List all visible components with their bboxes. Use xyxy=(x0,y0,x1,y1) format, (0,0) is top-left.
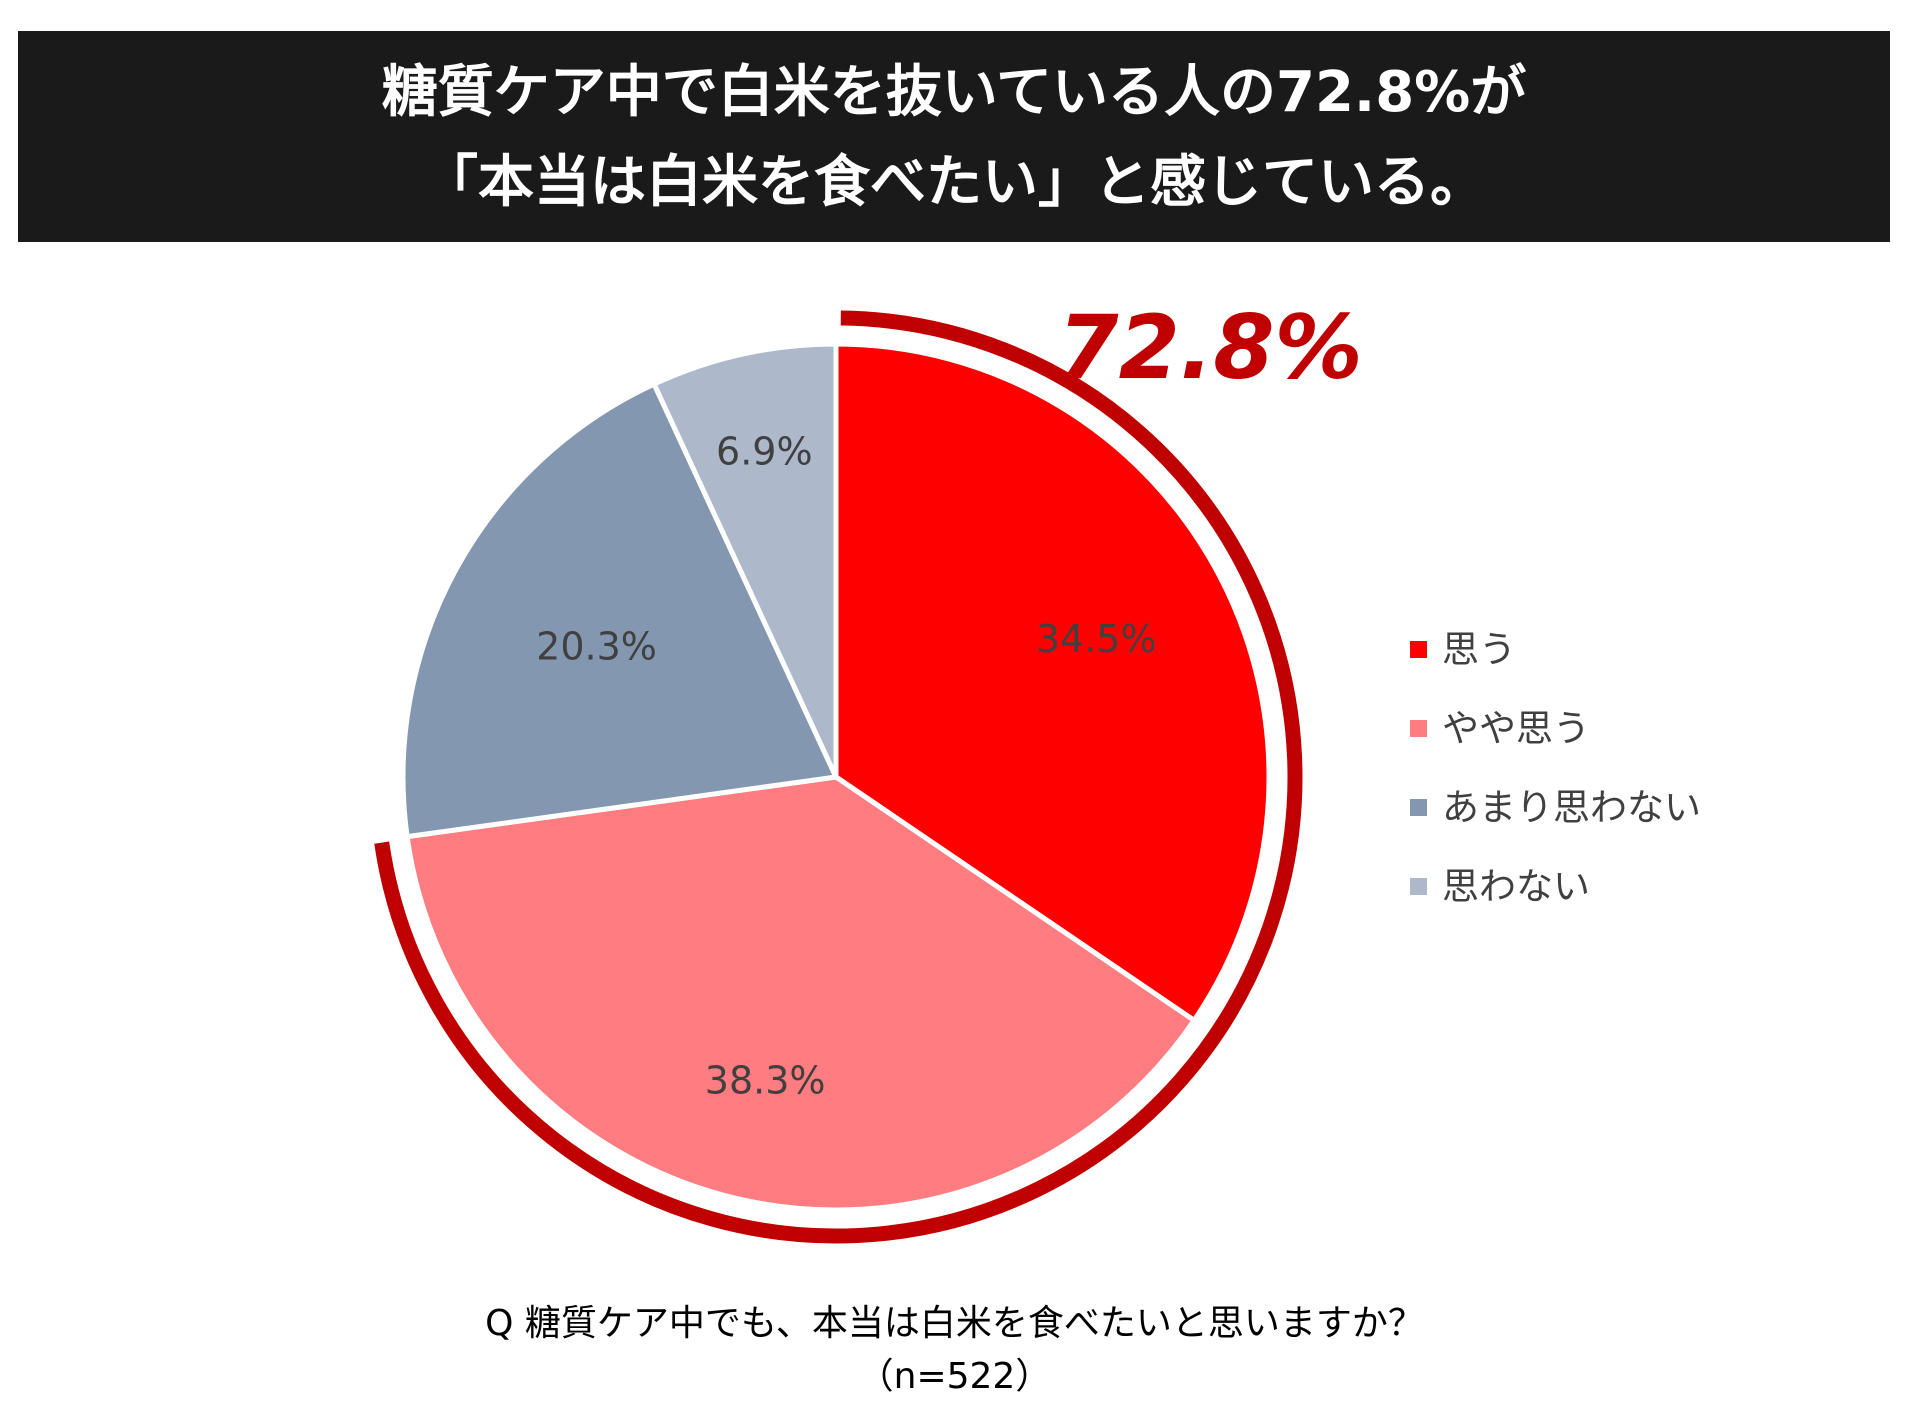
legend-label: あまり思わない xyxy=(1442,786,1701,829)
legend-label: 思わない xyxy=(1442,865,1590,908)
title-line-1: 糖質ケア中で白米を抜いている人の72.8%が xyxy=(381,60,1527,125)
legend-label: やや思う xyxy=(1442,707,1590,750)
legend-swatch xyxy=(1410,799,1427,816)
legend-swatch xyxy=(1410,878,1427,895)
legend-label: 思う xyxy=(1442,628,1516,671)
pie-slice-2 xyxy=(404,774,1197,1213)
pie-slice-4 xyxy=(651,341,839,780)
pie-slice-3 xyxy=(400,381,839,840)
legend-swatch xyxy=(1410,641,1427,658)
sample-size: （n=522） xyxy=(857,1356,1052,1397)
pie-slice-label-2: 38.3% xyxy=(705,1059,826,1103)
highlight-total-label: 72.8% xyxy=(1057,296,1362,399)
legend-swatch xyxy=(1410,720,1427,737)
title-banner: 糖質ケア中で白米を抜いている人の72.8%が 「本当は白米を食べたい」と感じてい… xyxy=(18,31,1890,242)
pie-slice-label-3: 20.3% xyxy=(536,624,657,668)
pie-slice-label-4: 6.9% xyxy=(716,429,813,473)
survey-question: Q 糖質ケア中でも、本当は白米を食べたいと思いますか？ xyxy=(485,1303,1424,1344)
highlight-arc xyxy=(374,310,1303,1244)
title-line-2: 「本当は白米を食べたい」と感じている。 xyxy=(422,150,1486,215)
pie-slice-label-1: 34.5% xyxy=(1036,617,1157,661)
pie-slice-1 xyxy=(833,341,1272,1023)
